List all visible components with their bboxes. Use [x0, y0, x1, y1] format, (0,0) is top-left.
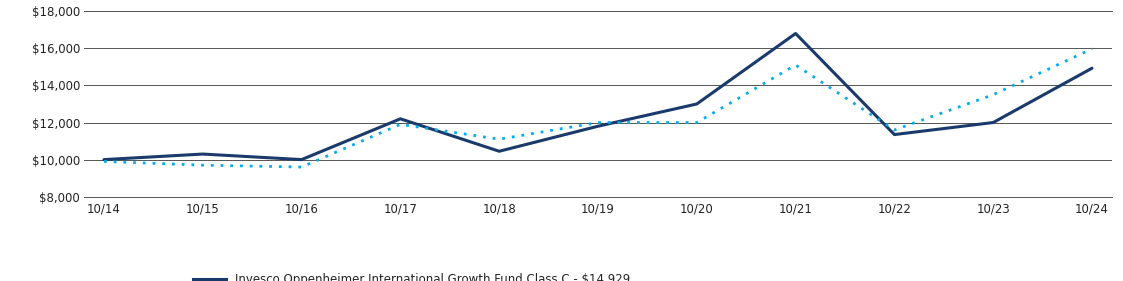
Legend: Invesco Oppenheimer International Growth Fund Class C - $14,929, MSCI ACWI ex US: Invesco Oppenheimer International Growth… — [193, 273, 631, 281]
